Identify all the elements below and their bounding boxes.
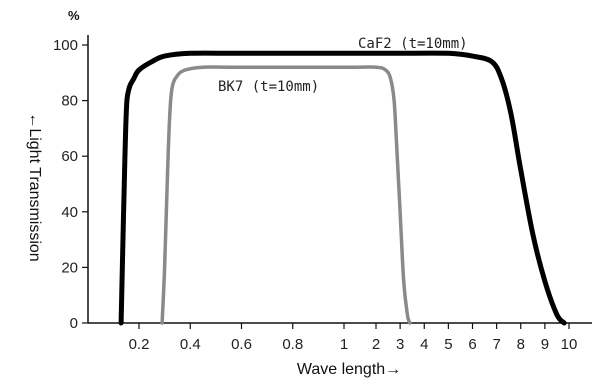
- x-tick-label: 3: [396, 336, 404, 353]
- y-tick-label: 20: [61, 259, 78, 276]
- x-tick-label: 1: [340, 336, 348, 353]
- x-axis-ticks: 0.2 0.4 0.6 0.8 1 2 3 4 5 6 7 8 9 10: [129, 323, 578, 353]
- x-axis-title: Wave length→: [297, 361, 401, 378]
- series-labels: CaF2 (t=10mm) BK7 (t=10mm): [218, 36, 468, 95]
- x-tick-label: 7: [492, 336, 500, 353]
- y-unit-label: %: [68, 8, 80, 23]
- y-tick-label: 0: [70, 315, 78, 332]
- x-tick-label: 8: [517, 336, 525, 353]
- y-tick-label: 80: [61, 93, 78, 110]
- series-label-caf2: CaF2 (t=10mm): [358, 36, 468, 52]
- series-line-bk7: [160, 65, 412, 325]
- x-tick-label: 9: [541, 336, 549, 353]
- series-lines: [118, 50, 567, 326]
- y-axis-ticks: 0 20 40 60 80 100: [53, 37, 88, 332]
- x-tick-label: 10: [561, 336, 578, 353]
- chart-axes: [87, 35, 592, 324]
- y-tick-label: 60: [61, 148, 78, 165]
- x-tick-label: 0.8: [282, 336, 303, 353]
- x-tick-label: 2: [372, 336, 380, 353]
- x-tick-label: 4: [420, 336, 428, 353]
- x-tick-label: 6: [468, 336, 476, 353]
- x-tick-label: 5: [444, 336, 452, 353]
- series-line-caf2: [118, 50, 567, 326]
- y-tick-label: 40: [61, 204, 78, 221]
- y-tick-label: 100: [53, 37, 78, 54]
- x-tick-label: 0.6: [231, 336, 252, 353]
- y-axis-title: ←Light Transmission: [26, 112, 43, 261]
- x-tick-label: 0.4: [180, 336, 201, 353]
- x-tick-label: 0.2: [129, 336, 150, 353]
- series-label-bk7: BK7 (t=10mm): [218, 79, 319, 95]
